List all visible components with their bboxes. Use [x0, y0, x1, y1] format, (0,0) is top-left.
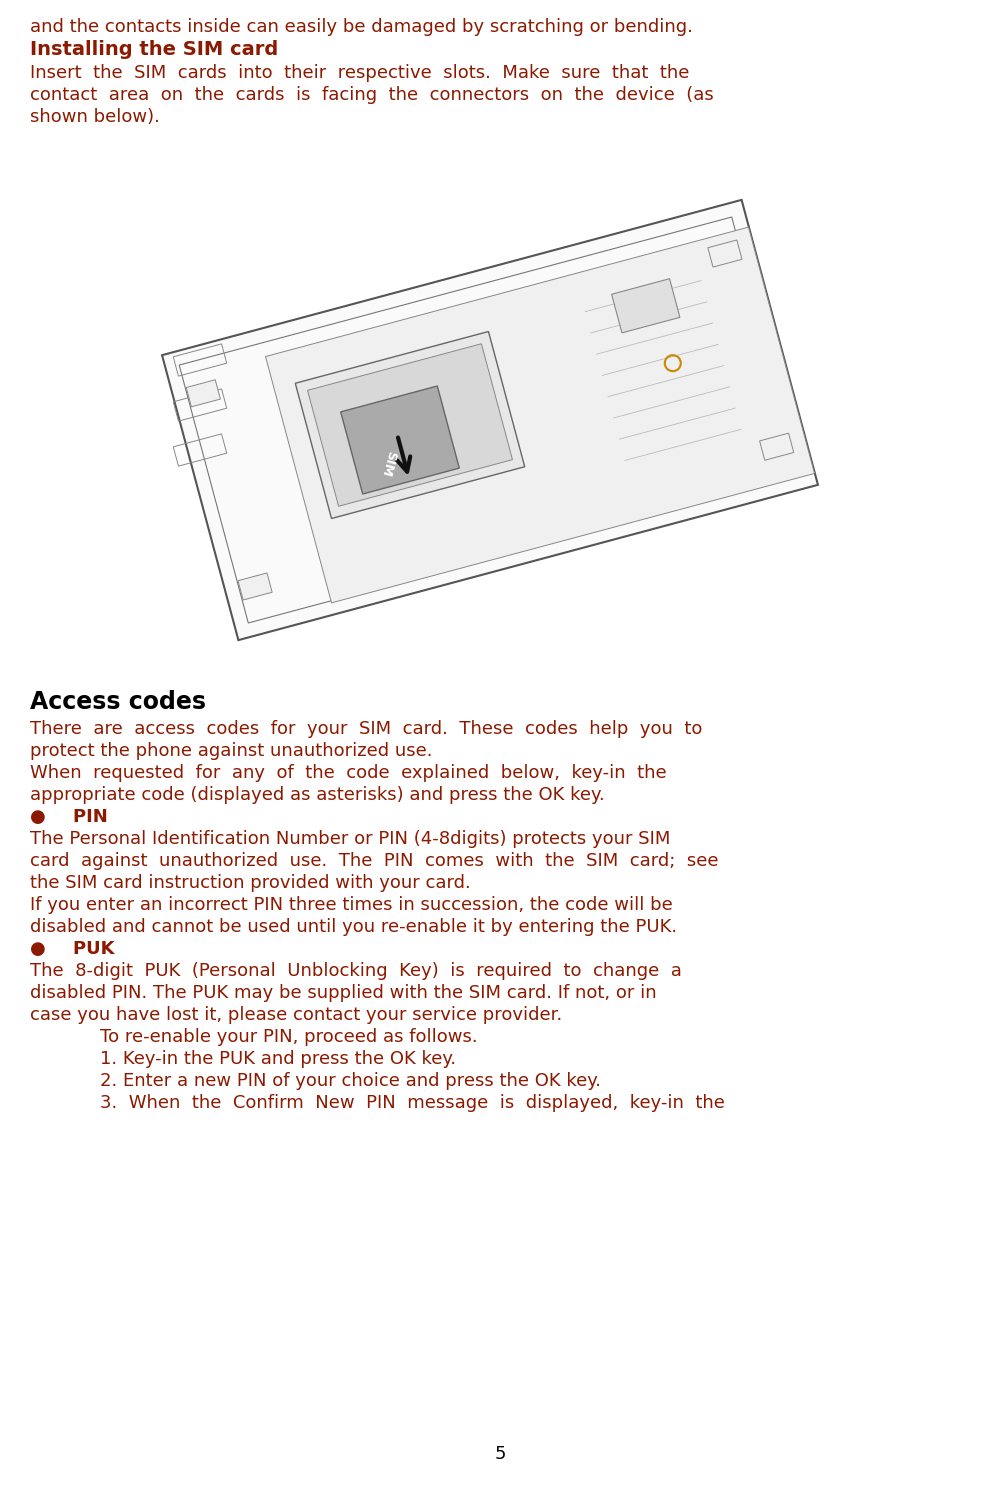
Text: Insert  the  SIM  cards  into  their  respective  slots.  Make  sure  that  the: Insert the SIM cards into their respecti…	[30, 64, 690, 82]
Polygon shape	[760, 433, 794, 460]
Text: 2. Enter a new PIN of your choice and press the OK key.: 2. Enter a new PIN of your choice and pr…	[100, 1071, 601, 1091]
Text: ●: ●	[30, 808, 46, 826]
Text: case you have lost it, please contact your service provider.: case you have lost it, please contact yo…	[30, 1006, 563, 1024]
Text: To re-enable your PIN, proceed as follows.: To re-enable your PIN, proceed as follow…	[100, 1028, 477, 1046]
Text: contact  area  on  the  cards  is  facing  the  connectors  on  the  device  (as: contact area on the cards is facing the …	[30, 86, 714, 104]
Text: the SIM card instruction provided with your card.: the SIM card instruction provided with y…	[30, 873, 470, 891]
Polygon shape	[238, 573, 272, 600]
Polygon shape	[162, 199, 818, 640]
Polygon shape	[612, 278, 680, 333]
Text: protect the phone against unauthorized use.: protect the phone against unauthorized u…	[30, 743, 432, 760]
Polygon shape	[340, 385, 459, 494]
Text: SIM: SIM	[378, 449, 397, 478]
Text: card  against  unauthorized  use.  The  PIN  comes  with  the  SIM  card;  see: card against unauthorized use. The PIN c…	[30, 853, 719, 870]
Text: 3.  When  the  Confirm  New  PIN  message  is  displayed,  key-in  the: 3. When the Confirm New PIN message is d…	[100, 1094, 725, 1112]
Text: 1. Key-in the PUK and press the OK key.: 1. Key-in the PUK and press the OK key.	[100, 1051, 456, 1068]
Text: There  are  access  codes  for  your  SIM  card.  These  codes  help  you  to: There are access codes for your SIM card…	[30, 720, 703, 738]
Polygon shape	[708, 240, 742, 266]
Polygon shape	[307, 344, 513, 506]
Text: The  8-digit  PUK  (Personal  Unblocking  Key)  is  required  to  change  a: The 8-digit PUK (Personal Unblocking Key…	[30, 963, 682, 981]
Text: appropriate code (displayed as asterisks) and press the OK key.: appropriate code (displayed as asterisks…	[30, 786, 605, 804]
Text: Installing the SIM card: Installing the SIM card	[30, 40, 278, 60]
Text: The Personal Identification Number or PIN (4-8digits) protects your SIM: The Personal Identification Number or PI…	[30, 830, 671, 848]
Text: If you enter an incorrect PIN three times in succession, the code will be: If you enter an incorrect PIN three time…	[30, 896, 673, 914]
Polygon shape	[186, 379, 220, 406]
Polygon shape	[265, 228, 815, 603]
Text: disabled PIN. The PUK may be supplied with the SIM card. If not, or in: disabled PIN. The PUK may be supplied wi…	[30, 984, 657, 1001]
Text: disabled and cannot be used until you re-enable it by entering the PUK.: disabled and cannot be used until you re…	[30, 918, 677, 936]
Text: shown below).: shown below).	[30, 109, 160, 126]
Text: When  requested  for  any  of  the  code  explained  below,  key-in  the: When requested for any of the code expla…	[30, 763, 667, 783]
Text: and the contacts inside can easily be damaged by scratching or bending.: and the contacts inside can easily be da…	[30, 18, 693, 36]
Polygon shape	[295, 332, 525, 518]
Text: 5: 5	[494, 1445, 507, 1463]
Text: ●: ●	[30, 940, 46, 958]
Text: Access codes: Access codes	[30, 690, 206, 714]
Text: PIN: PIN	[48, 808, 108, 826]
Text: PUK: PUK	[48, 940, 114, 958]
